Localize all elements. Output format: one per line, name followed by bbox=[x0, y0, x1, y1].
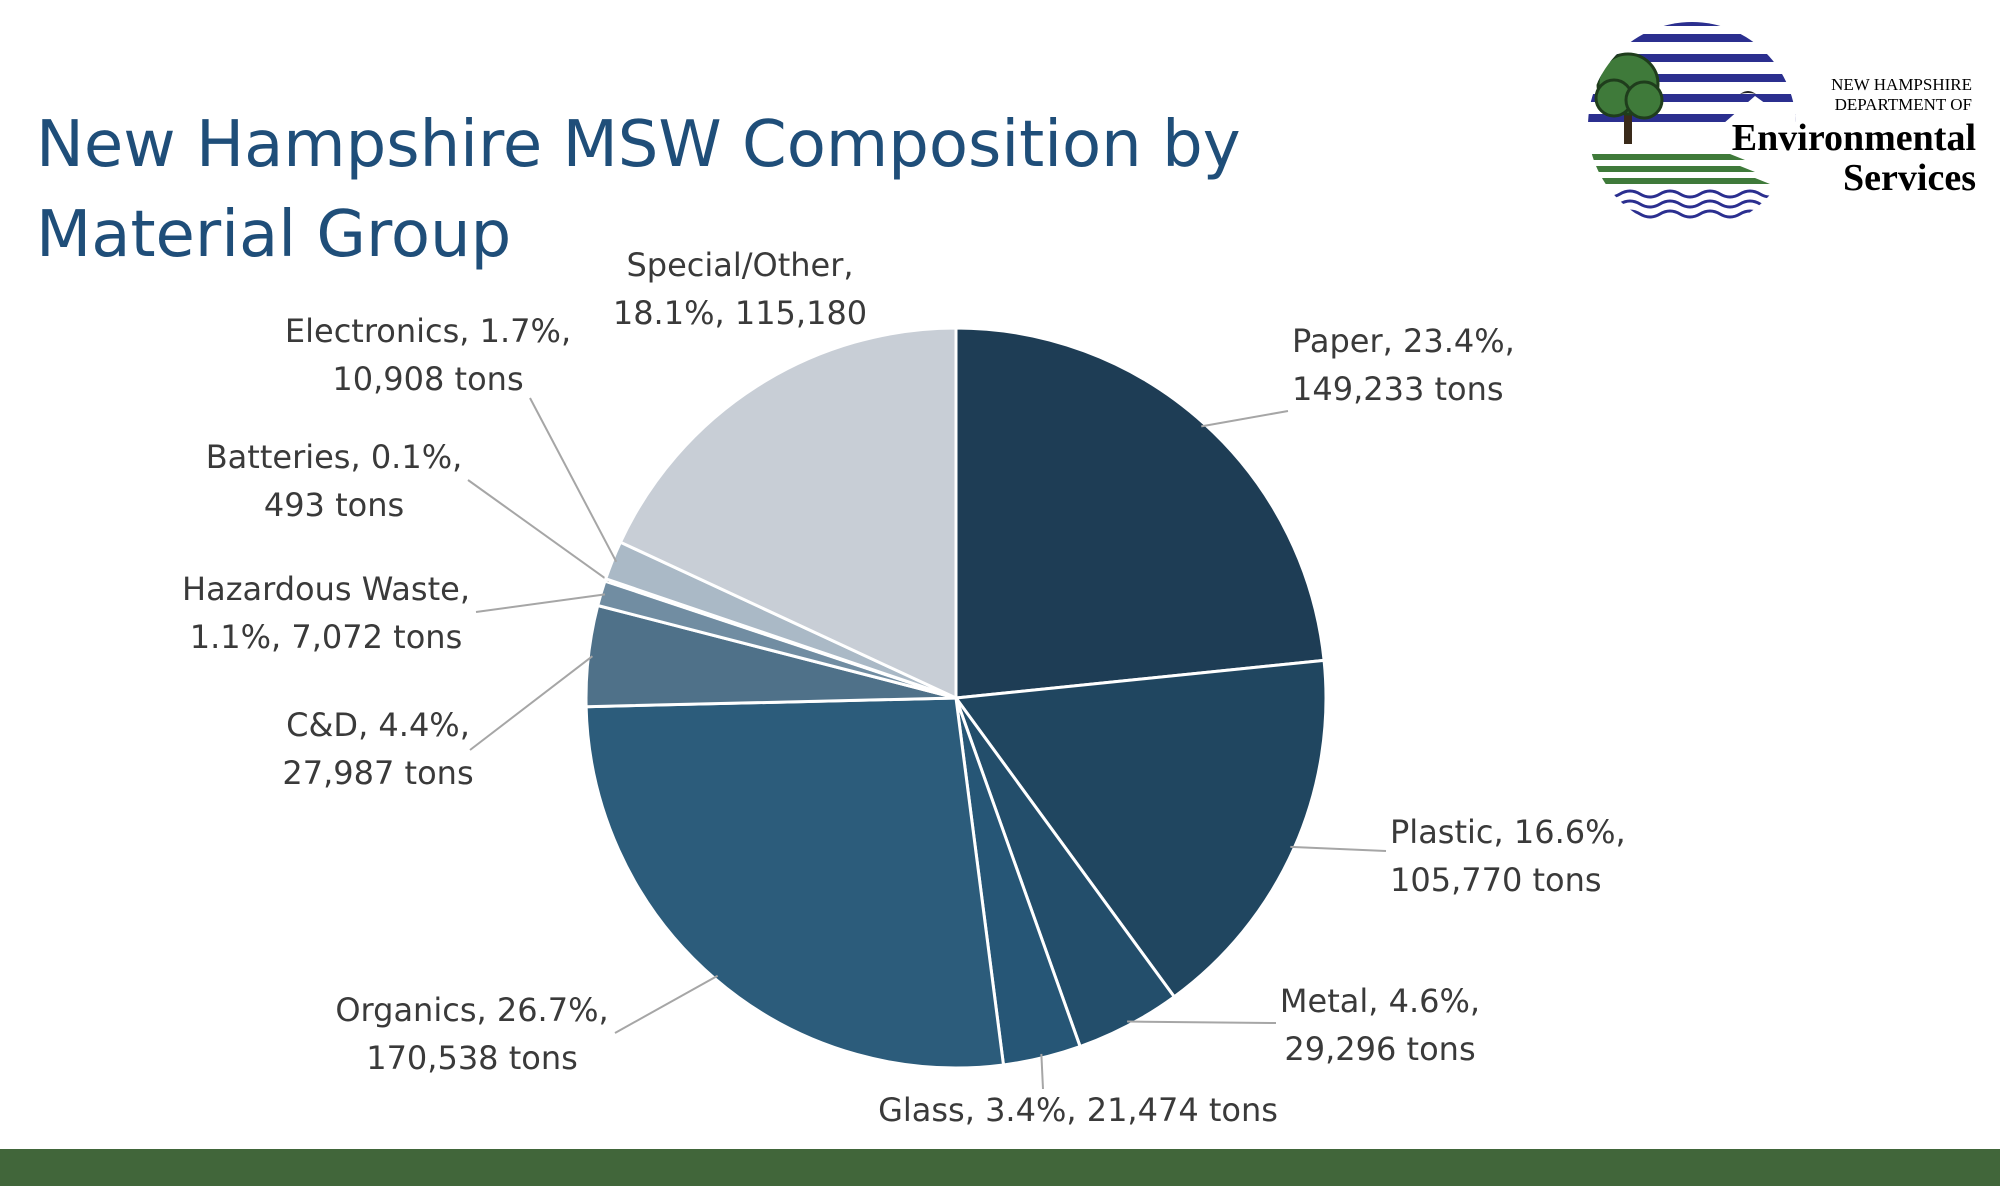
data-label-line: Special/Other, bbox=[626, 246, 853, 284]
data-label-line: Metal, 4.6%, bbox=[1280, 982, 1480, 1020]
leader-line-hazardous-waste bbox=[475, 593, 606, 613]
data-label-line: 170,538 tons bbox=[366, 1039, 578, 1077]
chart-title-line-2: Material Group bbox=[36, 198, 512, 272]
data-label-organics: Organics, 26.7%, 170,538 tons bbox=[335, 991, 608, 1077]
logo-text-line-4: Services bbox=[1843, 157, 1976, 199]
data-label-line: 29,296 tons bbox=[1284, 1030, 1475, 1068]
logo-text-line-1: NEW HAMPSHIRE bbox=[1831, 75, 1972, 94]
leader-line-organics bbox=[614, 974, 719, 1034]
nhdes-logo: NEW HAMPSHIRE DEPARTMENT OF Environmenta… bbox=[1588, 22, 1976, 219]
data-label-line: C&D, 4.4%, bbox=[286, 706, 470, 744]
pie-slice-organics bbox=[584, 696, 1005, 1070]
data-label-metal: Metal, 4.6%, 29,296 tons bbox=[1280, 982, 1480, 1068]
data-label-c-d: C&D, 4.4%, 27,987 tons bbox=[282, 706, 473, 792]
data-label-paper: Paper, 23.4%, 149,233 tons bbox=[1292, 322, 1515, 408]
data-label-line: 149,233 tons bbox=[1292, 370, 1504, 408]
chart-title: New Hampshire MSW Composition by Materia… bbox=[36, 100, 1336, 280]
leader-line-electronics bbox=[529, 397, 618, 563]
data-label-hazardous-waste: Hazardous Waste, 1.1%, 7,072 tons bbox=[182, 570, 470, 656]
data-label-line: Plastic, 16.6%, bbox=[1390, 813, 1626, 851]
leader-line-paper bbox=[1201, 410, 1289, 428]
data-label-electronics: Electronics, 1.7%, 10,908 tons bbox=[285, 312, 571, 398]
data-label-line: Electronics, 1.7%, bbox=[285, 312, 571, 350]
leader-line-c-d bbox=[469, 655, 594, 751]
logo-text-line-2: DEPARTMENT OF bbox=[1835, 95, 1972, 114]
footer-bar bbox=[0, 1149, 2000, 1186]
leader-line-metal bbox=[1127, 1020, 1277, 1024]
pie-slice-paper bbox=[954, 326, 1326, 700]
data-label-line: Hazardous Waste, bbox=[182, 570, 470, 608]
data-label-line: Organics, 26.7%, bbox=[335, 991, 608, 1029]
pie-slice-special-other bbox=[618, 326, 958, 700]
data-label-line: 105,770 tons bbox=[1390, 861, 1602, 899]
leader-line-plastic bbox=[1290, 845, 1387, 852]
data-label-line: 10,908 tons bbox=[332, 360, 523, 398]
data-label-line: 18.1%, 115,180 bbox=[613, 294, 867, 332]
pie-slice-plastic bbox=[954, 658, 1328, 999]
logo-text-line-3: Environmental bbox=[1732, 117, 1976, 159]
data-label-line: 493 tons bbox=[264, 486, 404, 524]
data-label-line: Glass, 3.4%, 21,474 tons bbox=[878, 1091, 1278, 1129]
data-label-batteries: Batteries, 0.1%, 493 tons bbox=[206, 438, 463, 524]
data-label-line: Batteries, 0.1%, bbox=[206, 438, 463, 476]
data-label-line: 27,987 tons bbox=[282, 754, 473, 792]
leader-line-glass bbox=[1040, 1053, 1044, 1090]
data-label-plastic: Plastic, 16.6%, 105,770 tons bbox=[1390, 813, 1626, 899]
leader-line-batteries bbox=[467, 479, 610, 583]
data-label-glass: Glass, 3.4%, 21,474 tons bbox=[878, 1091, 1278, 1129]
data-label-line: 1.1%, 7,072 tons bbox=[190, 618, 463, 656]
chart-title-line-1: New Hampshire MSW Composition by bbox=[36, 108, 1241, 182]
data-label-special-other: Special/Other, 18.1%, 115,180 bbox=[613, 246, 867, 332]
data-label-line: Paper, 23.4%, bbox=[1292, 322, 1515, 360]
